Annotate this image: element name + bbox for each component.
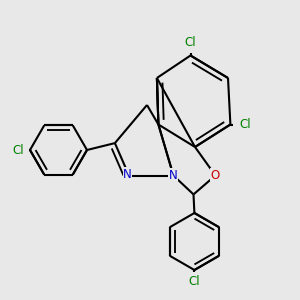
- Text: O: O: [211, 169, 220, 182]
- Text: Cl: Cl: [185, 35, 196, 49]
- Text: N: N: [123, 167, 132, 181]
- Text: Cl: Cl: [12, 143, 24, 157]
- Text: Cl: Cl: [239, 118, 250, 131]
- Text: N: N: [169, 169, 178, 182]
- Text: Cl: Cl: [189, 275, 200, 288]
